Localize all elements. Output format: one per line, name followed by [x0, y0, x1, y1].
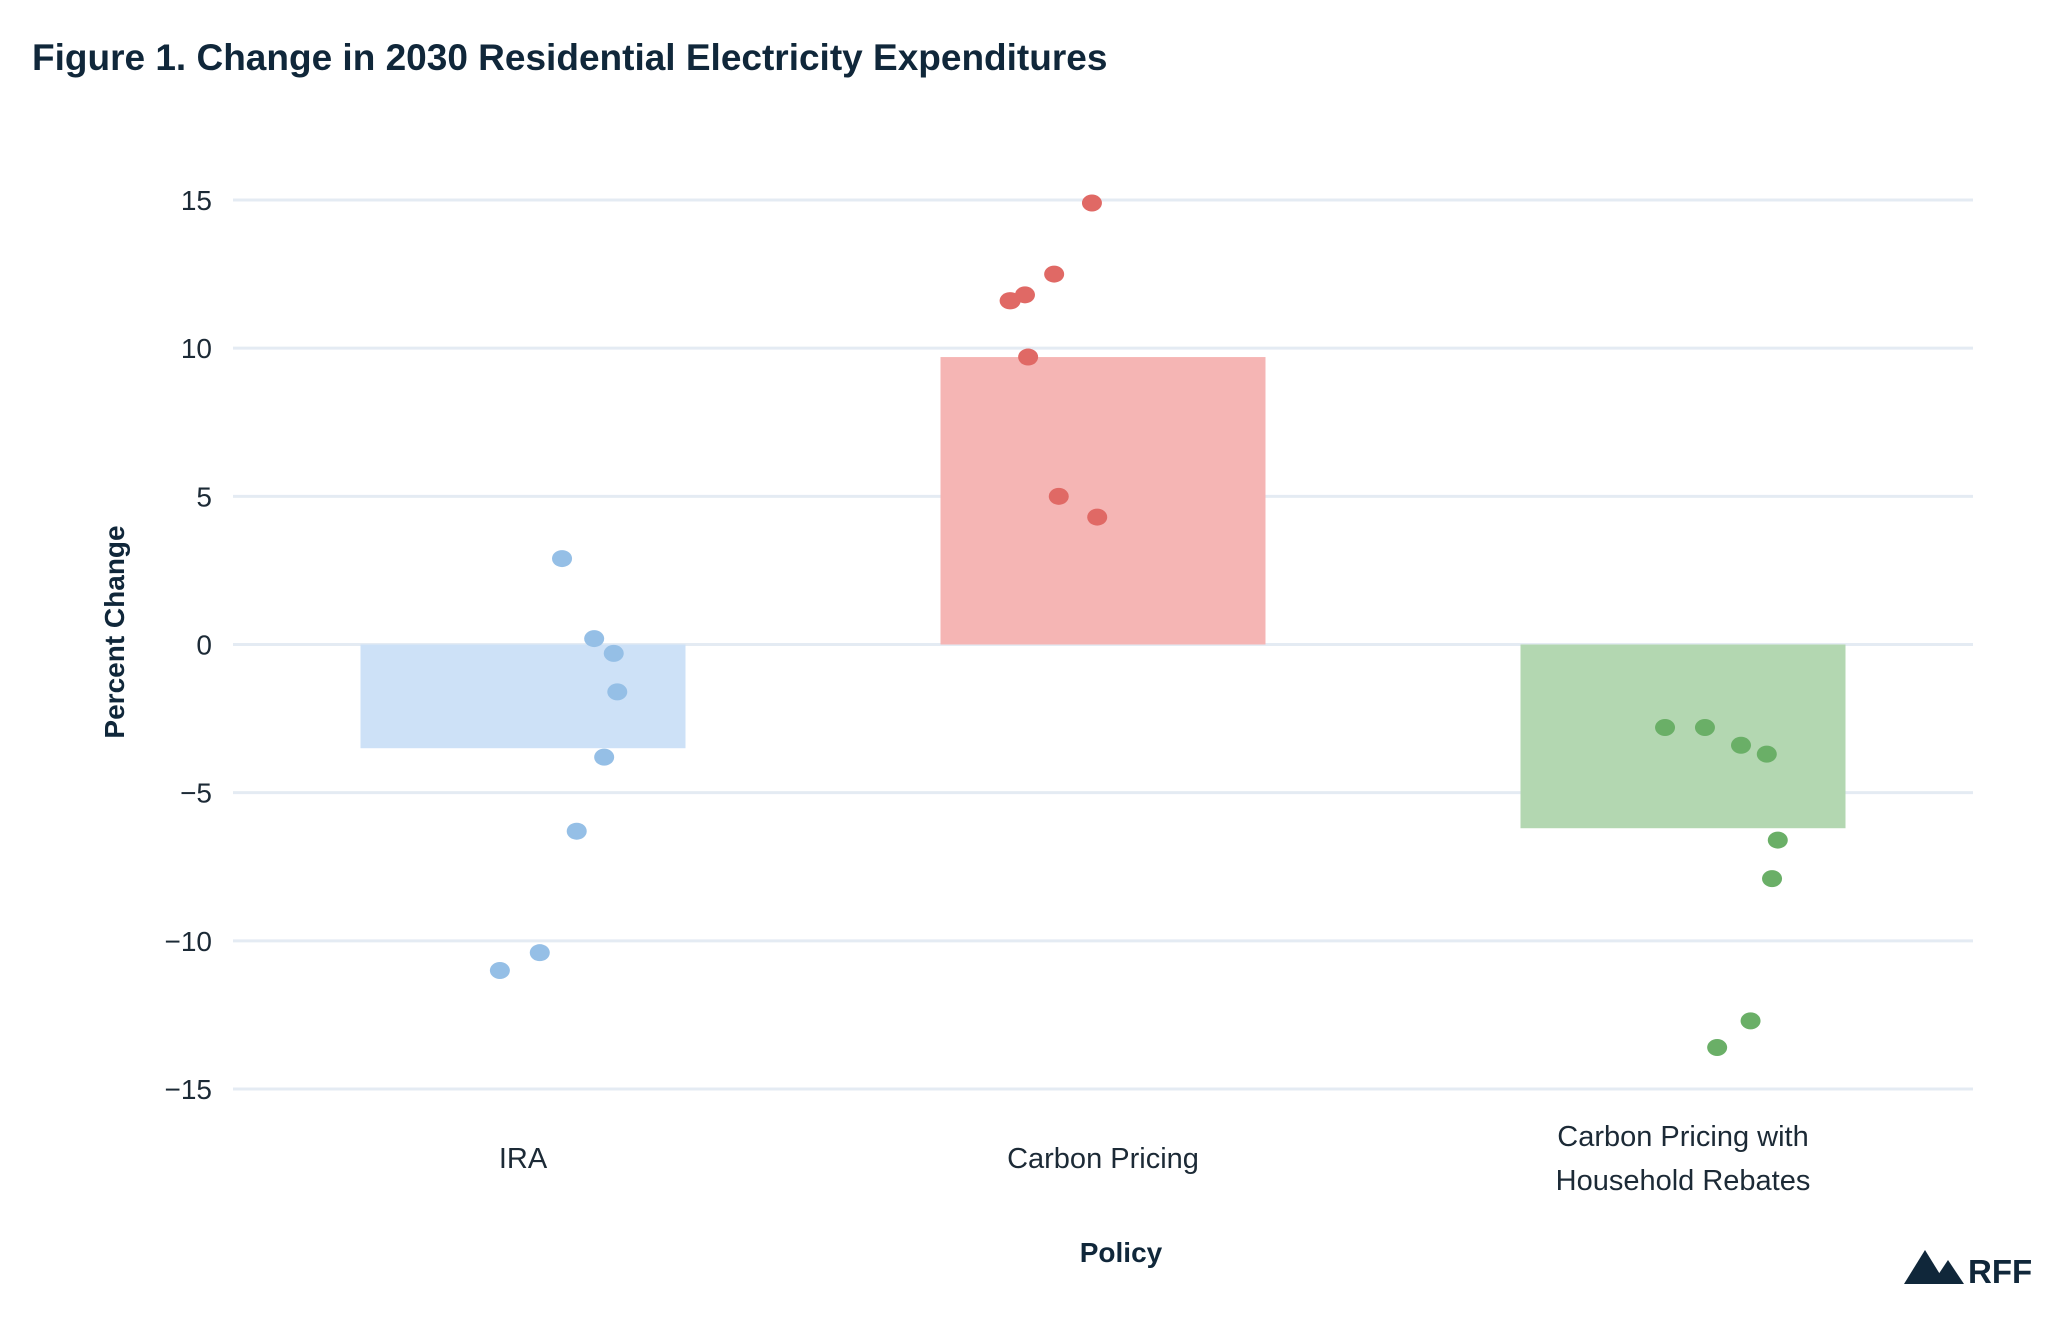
data-point — [1730, 736, 1751, 754]
data-point — [1767, 831, 1788, 849]
bars — [360, 357, 1846, 829]
data-point — [1762, 870, 1783, 888]
x-category-label: Carbon Pricing — [1007, 1143, 1199, 1175]
data-point — [1707, 1039, 1728, 1057]
data-point — [1740, 1012, 1761, 1030]
x-axis-categories: IRA Carbon Pricing Carbon Pricing with Hous… — [499, 1121, 1811, 1197]
bar — [940, 357, 1266, 645]
data-point — [603, 644, 624, 662]
y-tick-label: 5 — [196, 481, 212, 512]
chart-title: Figure 1. Change in 2030 Residential Ele… — [32, 37, 1107, 78]
y-tick-label: −10 — [165, 926, 213, 957]
y-axis-ticks: 15 10 5 0 −5 −10 −15 — [165, 185, 213, 1105]
y-tick-label: −15 — [165, 1074, 213, 1105]
y-tick-label: 15 — [181, 185, 212, 216]
mountain-icon — [1904, 1250, 1946, 1284]
data-point — [1048, 487, 1069, 505]
x-axis-title: Policy — [1080, 1237, 1163, 1268]
mountain-small-icon — [1932, 1260, 1964, 1284]
data-point — [566, 822, 587, 840]
data-point — [1694, 718, 1715, 736]
data-points — [489, 194, 1788, 1057]
data-point — [1000, 292, 1021, 310]
y-tick-label: −5 — [180, 778, 212, 809]
data-point — [1655, 718, 1676, 736]
y-axis-title: Percent Change — [99, 525, 130, 738]
data-point — [607, 683, 628, 701]
data-point — [552, 550, 573, 568]
data-point — [1087, 508, 1108, 526]
y-tick-label: 0 — [196, 630, 212, 661]
data-point — [1756, 745, 1777, 763]
data-point — [594, 748, 615, 766]
y-tick-label: 10 — [181, 333, 212, 364]
data-point — [1081, 194, 1102, 212]
data-point — [489, 961, 510, 979]
data-point — [584, 630, 605, 648]
x-category-label: Household Rebates — [1556, 1165, 1811, 1197]
x-category-label: Carbon Pricing with — [1557, 1121, 1808, 1153]
data-point — [1018, 348, 1039, 366]
x-category-label: IRA — [499, 1143, 548, 1175]
logo-text: RFF — [1968, 1253, 2032, 1290]
bar — [1520, 644, 1846, 829]
bar — [360, 644, 686, 749]
data-point — [1044, 265, 1065, 283]
data-point — [529, 944, 550, 962]
rff-logo: RFF — [1904, 1250, 2032, 1290]
